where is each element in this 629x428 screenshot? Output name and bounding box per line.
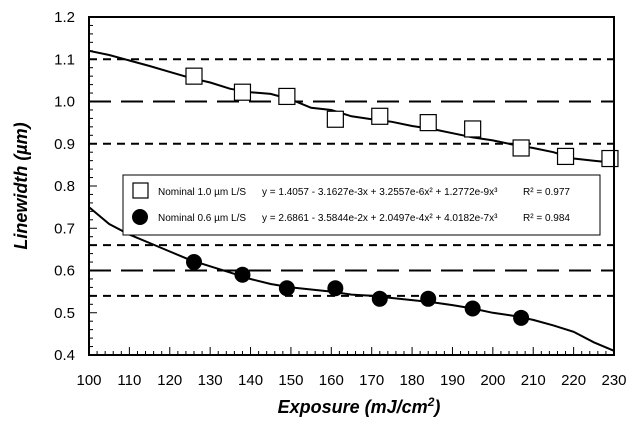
point-series-1-8 [556,147,575,166]
y-tick-label-4: 0.8 [54,178,75,195]
x-tick-label-12: 220 [561,372,586,389]
x-tick-label-10: 200 [480,372,505,389]
y-tick-label-0: 0.4 [54,347,75,364]
point-series-1-5 [419,114,437,132]
point-series-1-0 [185,67,203,85]
x-tick-label-5: 150 [278,372,303,389]
x-tick-label-2: 120 [157,372,182,389]
x-axis-label: Exposure (mJ/cm2) [278,395,441,417]
y-tick-label-8: 1.2 [54,9,75,26]
point-series-2-1 [234,266,251,283]
y-tick-label-5: 0.9 [54,136,75,153]
point-series-1-9 [601,149,619,168]
x-axis-label-tail: ) [432,397,440,417]
point-series-2-7 [513,309,530,326]
x-tick-label-1: 110 [117,372,141,389]
data-markers [185,67,619,326]
x-tick-label-3: 130 [198,372,223,389]
x-tick-label-13: 230 [601,372,626,389]
point-series-1-7 [512,139,530,157]
x-tick-label-9: 190 [440,372,465,389]
legend-series-1-equation: y = 1.4057 - 3.1627e-3x + 3.2557e-6x² + … [262,187,498,198]
point-series-1-4 [371,107,389,125]
x-tick-label-6: 160 [319,372,344,389]
legend-series-1-r2: R² = 0.977 [523,187,570,198]
y-tick-label-1: 0.5 [54,305,75,322]
legend-marker-square [132,182,149,199]
x-tick-label-11: 210 [521,372,546,389]
point-series-1-3 [326,110,344,128]
y-axis-ticks: 0.4 0.5 0.6 0.7 0.8 0.9 1.0 1.1 1.2 [54,9,97,364]
y-axis-label: Linewidth (µm) [11,122,31,249]
point-series-2-5 [420,290,437,307]
point-series-1-1 [233,83,252,101]
legend-series-2-equation: y = 2.6861 - 3.5844e-2x + 2.0497e-4x² + … [262,213,498,224]
point-series-2-2 [278,280,295,297]
x-axis-ticks: 100 110 120 130 140 150 160 170 180 190 200 210 220 2… [76,347,627,389]
point-series-1-6 [464,120,482,138]
x-tick-label-7: 170 [359,372,384,389]
point-series-2-0 [186,254,202,271]
legend-series-2-r2: R² = 0.984 [523,213,570,224]
legend: Nominal 1.0 µm L/S y = 1.4057 - 3.1627e-… [122,174,601,236]
fit-curve-series-1 [88,49,615,164]
y-tick-label-3: 0.7 [54,220,75,237]
legend-box [122,174,601,236]
point-series-2-3 [327,280,344,297]
y-tick-label-2: 0.6 [54,263,75,280]
y-tick-label-6: 1.0 [54,94,75,111]
x-tick-label-4: 140 [238,372,263,389]
y-tick-label-7: 1.1 [54,51,75,68]
x-axis-label-sup: 2 [427,395,435,409]
legend-marker-circle [132,209,148,225]
legend-series-2-name: Nominal 0.6 µm L/S [158,213,246,224]
x-tick-label-8: 180 [400,372,425,389]
x-axis-label-main: Exposure (mJ/cm [278,397,428,417]
point-series-1-2 [278,87,296,106]
legend-series-1-name: Nominal 1.0 µm L/S [158,187,246,198]
point-series-2-6 [464,300,481,317]
point-series-2-4 [371,290,388,307]
x-tick-label-0: 100 [76,372,101,389]
